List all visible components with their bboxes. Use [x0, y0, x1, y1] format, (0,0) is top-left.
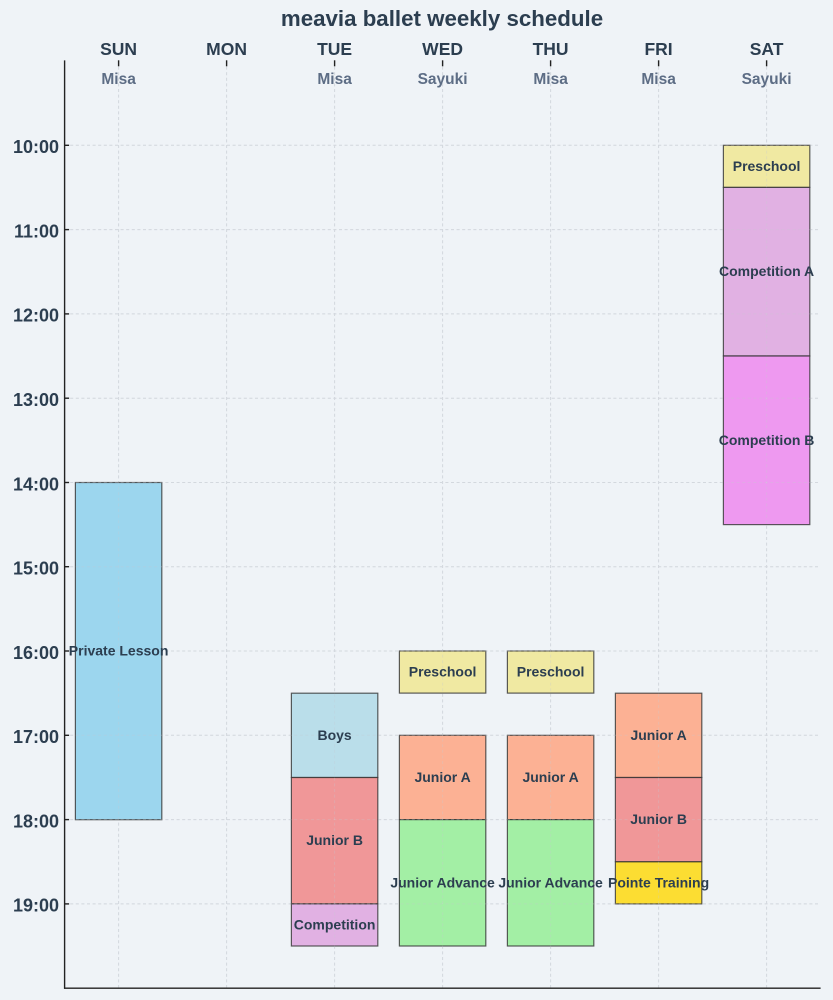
svg-text:Junior B: Junior B — [306, 832, 363, 848]
svg-text:THU: THU — [533, 39, 569, 59]
svg-text:SUN: SUN — [100, 39, 137, 59]
svg-text:13:00: 13:00 — [13, 390, 59, 410]
svg-text:11:00: 11:00 — [14, 221, 59, 241]
svg-text:Junior B: Junior B — [630, 811, 687, 827]
svg-text:14:00: 14:00 — [13, 474, 59, 494]
svg-text:Sayuki: Sayuki — [418, 71, 468, 88]
svg-text:Misa: Misa — [101, 71, 136, 88]
svg-text:meavia ballet weekly schedule: meavia ballet weekly schedule — [281, 6, 603, 31]
svg-text:Junior A: Junior A — [630, 727, 686, 743]
svg-text:Preschool: Preschool — [409, 664, 477, 680]
svg-text:Junior Advance: Junior Advance — [498, 874, 603, 890]
svg-text:Private Lesson: Private Lesson — [69, 643, 169, 659]
svg-text:Junior A: Junior A — [414, 769, 470, 785]
svg-text:Misa: Misa — [641, 71, 676, 88]
svg-text:Preschool: Preschool — [733, 158, 801, 174]
svg-text:19:00: 19:00 — [13, 896, 59, 916]
svg-text:MON: MON — [206, 39, 247, 59]
svg-text:Misa: Misa — [317, 71, 352, 88]
svg-text:12:00: 12:00 — [13, 306, 59, 326]
svg-text:FRI: FRI — [644, 39, 672, 59]
svg-text:Competition A: Competition A — [719, 263, 814, 279]
svg-text:TUE: TUE — [317, 39, 352, 59]
svg-text:Competition B: Competition B — [719, 432, 815, 448]
svg-text:16:00: 16:00 — [13, 643, 59, 663]
svg-text:Competition: Competition — [294, 917, 376, 933]
svg-text:Misa: Misa — [533, 71, 568, 88]
svg-text:Sayuki: Sayuki — [742, 71, 792, 88]
svg-text:10:00: 10:00 — [13, 137, 59, 157]
svg-text:Boys: Boys — [317, 727, 351, 743]
svg-text:15:00: 15:00 — [13, 559, 59, 579]
svg-text:18:00: 18:00 — [13, 811, 59, 831]
svg-text:Preschool: Preschool — [517, 664, 585, 680]
svg-text:WED: WED — [422, 39, 463, 59]
svg-text:17:00: 17:00 — [13, 727, 59, 747]
svg-text:Pointe Training: Pointe Training — [608, 874, 709, 890]
svg-text:Junior A: Junior A — [522, 769, 578, 785]
svg-text:SAT: SAT — [750, 39, 784, 59]
svg-text:Junior Advance: Junior Advance — [390, 874, 495, 890]
